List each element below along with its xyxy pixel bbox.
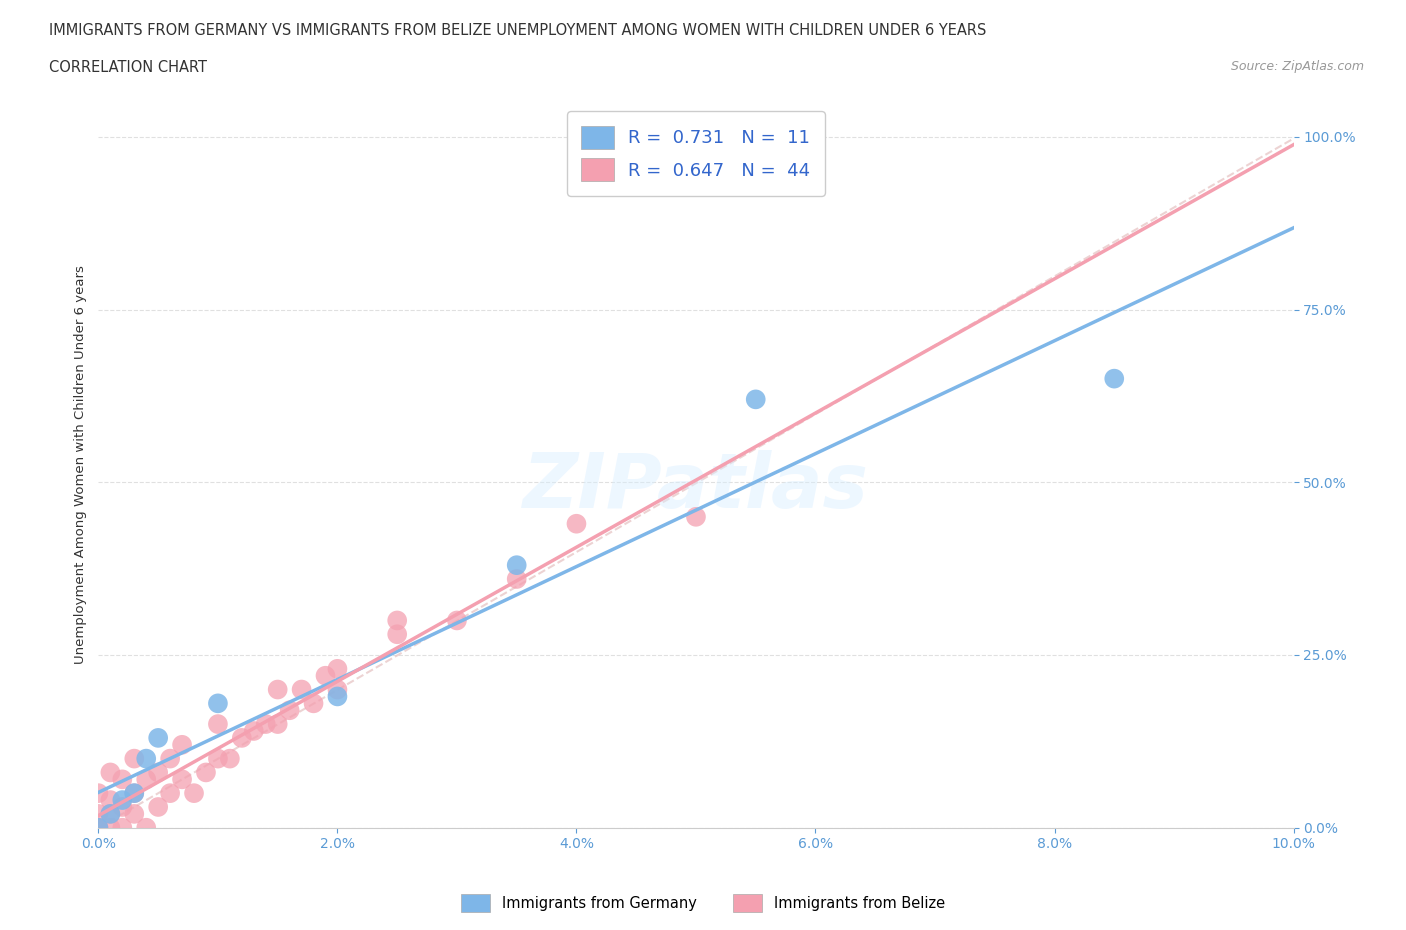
Point: [124, 806, 146, 821]
Point: [315, 669, 337, 684]
Point: [135, 772, 157, 787]
Point: [1104, 371, 1126, 386]
Point: [183, 786, 205, 801]
Point: [111, 772, 134, 787]
Point: [172, 737, 194, 752]
Point: [135, 751, 157, 766]
Point: [135, 820, 157, 835]
Point: [231, 730, 253, 745]
Point: [87, 820, 110, 835]
Y-axis label: Unemployment Among Women with Children Under 6 years: Unemployment Among Women with Children U…: [75, 266, 87, 664]
Point: [565, 516, 588, 531]
Point: [254, 717, 277, 732]
Point: [446, 613, 468, 628]
Point: [124, 786, 146, 801]
Point: [87, 820, 110, 835]
Point: [98, 765, 122, 780]
Point: [506, 558, 529, 573]
Point: [243, 724, 266, 738]
Point: [111, 792, 134, 807]
Point: [326, 661, 349, 676]
Legend: R =  0.731   N =  11, R =  0.647   N =  44: R = 0.731 N = 11, R = 0.647 N = 44: [567, 112, 825, 195]
Point: [124, 786, 146, 801]
Point: [745, 392, 768, 406]
Point: [219, 751, 242, 766]
Point: [98, 806, 122, 821]
Legend: Immigrants from Germany, Immigrants from Belize: Immigrants from Germany, Immigrants from…: [456, 888, 950, 918]
Point: [87, 820, 110, 835]
Point: [290, 682, 312, 697]
Point: [87, 786, 110, 801]
Point: [159, 786, 181, 801]
Point: [685, 510, 707, 525]
Point: [506, 572, 529, 587]
Point: [267, 682, 290, 697]
Point: [98, 792, 122, 807]
Point: [98, 806, 122, 821]
Point: [111, 800, 134, 815]
Point: [385, 627, 409, 642]
Point: [207, 717, 229, 732]
Point: [98, 820, 122, 835]
Point: [194, 765, 218, 780]
Point: [207, 751, 229, 766]
Text: Source: ZipAtlas.com: Source: ZipAtlas.com: [1230, 60, 1364, 73]
Point: [148, 800, 170, 815]
Point: [267, 717, 290, 732]
Point: [278, 703, 301, 718]
Point: [207, 696, 229, 711]
Point: [159, 751, 181, 766]
Point: [124, 751, 146, 766]
Point: [302, 696, 325, 711]
Point: [172, 772, 194, 787]
Point: [111, 820, 134, 835]
Point: [148, 730, 170, 745]
Text: ZIPatlas: ZIPatlas: [523, 450, 869, 524]
Point: [148, 765, 170, 780]
Text: IMMIGRANTS FROM GERMANY VS IMMIGRANTS FROM BELIZE UNEMPLOYMENT AMONG WOMEN WITH : IMMIGRANTS FROM GERMANY VS IMMIGRANTS FR…: [49, 23, 987, 38]
Point: [385, 613, 409, 628]
Point: [326, 689, 349, 704]
Point: [326, 682, 349, 697]
Point: [87, 806, 110, 821]
Text: CORRELATION CHART: CORRELATION CHART: [49, 60, 207, 75]
